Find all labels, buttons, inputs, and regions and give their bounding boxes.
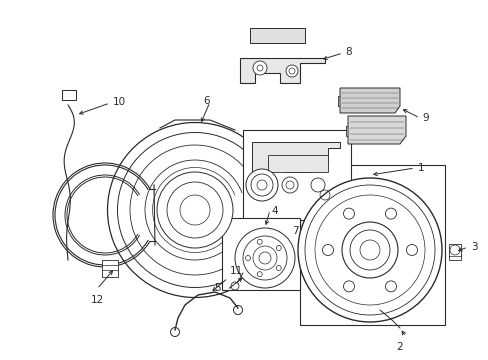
Polygon shape <box>339 88 399 113</box>
Bar <box>222 218 299 290</box>
Bar <box>102 260 118 277</box>
Text: 9: 9 <box>421 113 428 123</box>
Text: 1: 1 <box>417 163 424 173</box>
Circle shape <box>285 65 297 77</box>
Bar <box>299 165 444 325</box>
Text: 6: 6 <box>203 96 210 106</box>
Text: 2: 2 <box>396 342 403 352</box>
Circle shape <box>252 246 276 270</box>
Circle shape <box>359 240 379 260</box>
Bar <box>62 90 76 100</box>
Circle shape <box>235 228 294 288</box>
Circle shape <box>157 172 232 248</box>
Bar <box>448 244 460 260</box>
Text: 5: 5 <box>214 283 221 293</box>
Bar <box>337 96 342 106</box>
Text: 3: 3 <box>470 242 477 252</box>
Bar <box>249 28 305 43</box>
Circle shape <box>341 222 397 278</box>
Text: 7: 7 <box>291 226 298 236</box>
Text: 12: 12 <box>90 295 103 305</box>
Bar <box>346 126 350 136</box>
Bar <box>267 155 327 172</box>
Polygon shape <box>347 116 405 144</box>
Text: 8: 8 <box>345 47 351 57</box>
Circle shape <box>245 169 278 201</box>
Polygon shape <box>240 58 325 83</box>
Circle shape <box>297 178 441 322</box>
Circle shape <box>252 61 266 75</box>
Text: 11: 11 <box>229 266 243 276</box>
Text: 10: 10 <box>113 97 126 107</box>
Text: 4: 4 <box>270 206 277 216</box>
Bar <box>243 130 350 220</box>
Polygon shape <box>251 142 339 172</box>
